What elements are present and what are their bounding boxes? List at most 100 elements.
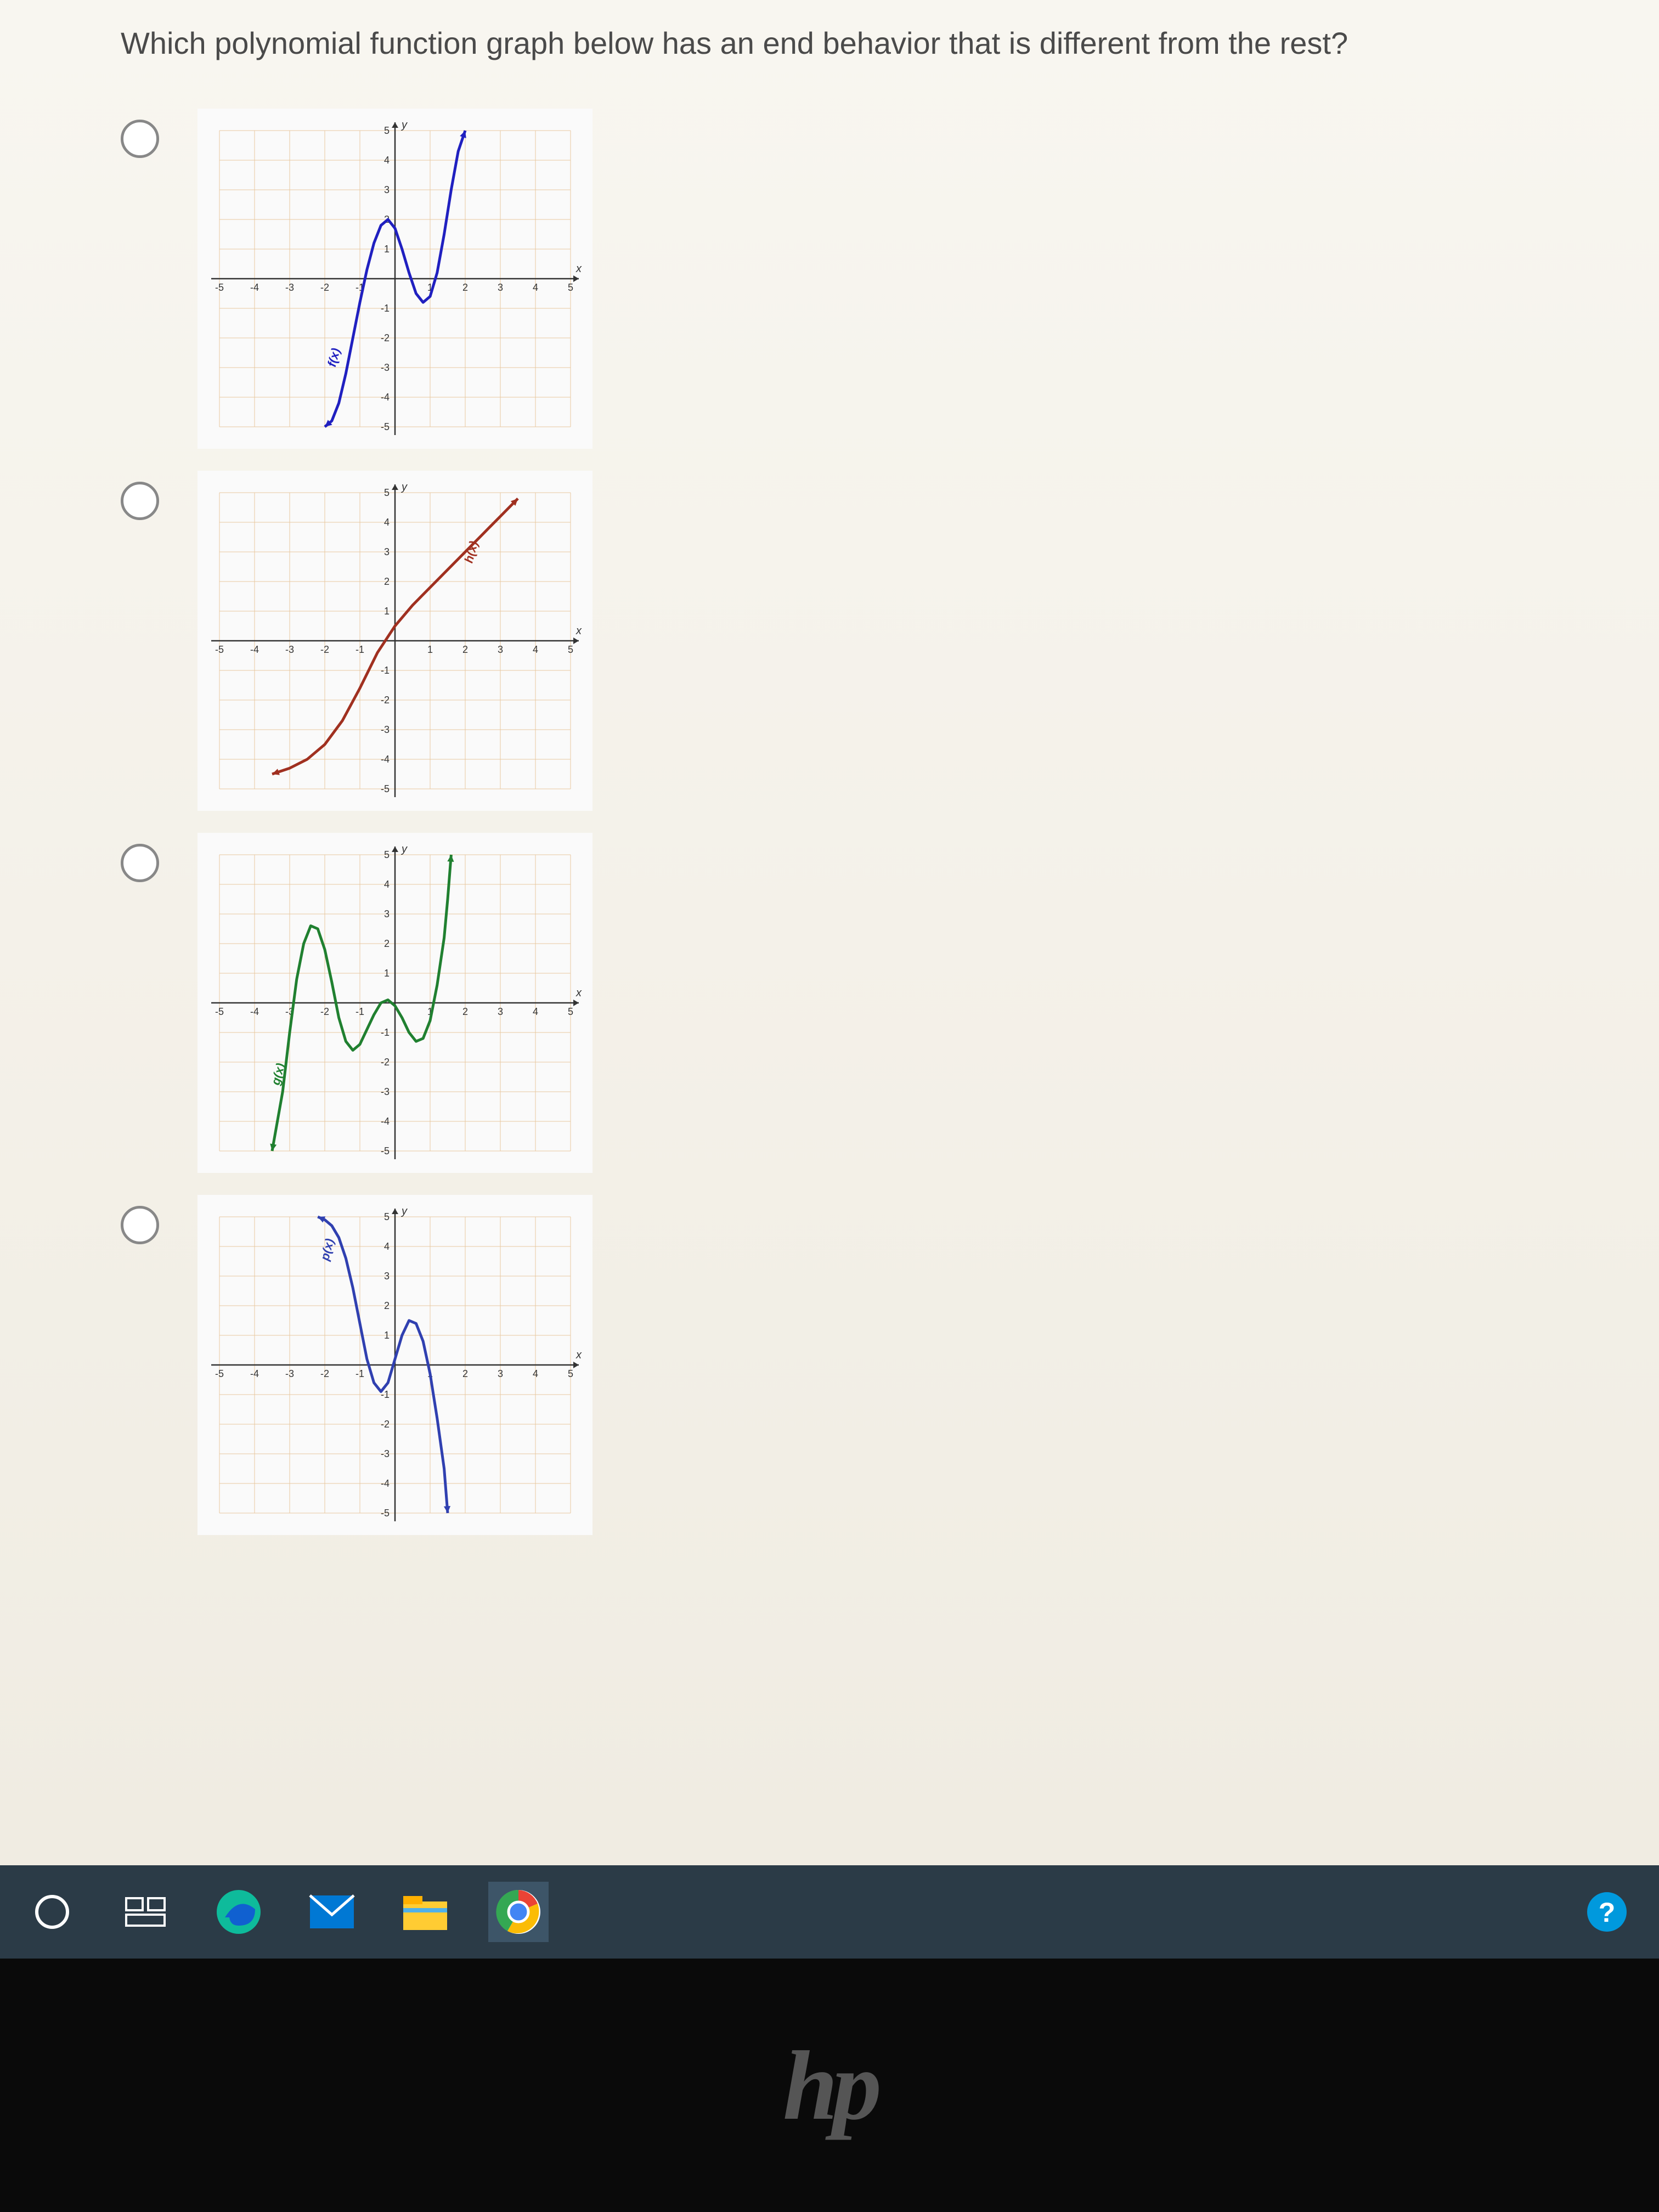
graph-D: -5-4-3-2-112345-5-4-3-2-112345xyp(x) bbox=[198, 1195, 592, 1535]
svg-text:-3: -3 bbox=[285, 282, 294, 293]
option-C: -5-4-3-2-112345-5-4-3-2-112345xyg(x) bbox=[121, 833, 1538, 1173]
svg-text:2: 2 bbox=[384, 576, 390, 587]
svg-text:4: 4 bbox=[533, 644, 538, 655]
edge-icon[interactable] bbox=[208, 1882, 269, 1942]
svg-text:4: 4 bbox=[384, 1241, 390, 1252]
svg-text:-3: -3 bbox=[285, 644, 294, 655]
svg-text:-2: -2 bbox=[381, 695, 390, 706]
svg-text:5: 5 bbox=[384, 125, 390, 136]
svg-text:-4: -4 bbox=[250, 1006, 259, 1017]
radio-B[interactable] bbox=[121, 482, 159, 520]
svg-text:-5: -5 bbox=[381, 1146, 390, 1156]
svg-text:5: 5 bbox=[568, 644, 573, 655]
svg-text:-4: -4 bbox=[381, 754, 390, 765]
svg-text:-4: -4 bbox=[381, 1478, 390, 1489]
question-text: Which polynomial function graph below ha… bbox=[121, 22, 1538, 65]
laptop-bezel: hp bbox=[0, 1959, 1659, 2212]
svg-text:-4: -4 bbox=[250, 282, 259, 293]
svg-text:-1: -1 bbox=[381, 665, 390, 676]
svg-text:3: 3 bbox=[384, 1271, 390, 1282]
hp-logo: hp bbox=[783, 2029, 876, 2142]
radio-C[interactable] bbox=[121, 844, 159, 882]
svg-text:1: 1 bbox=[384, 1330, 390, 1341]
chrome-icon[interactable] bbox=[488, 1882, 549, 1942]
svg-text:-4: -4 bbox=[250, 1368, 259, 1379]
svg-text:5: 5 bbox=[384, 1211, 390, 1222]
svg-text:4: 4 bbox=[384, 155, 390, 166]
svg-text:1: 1 bbox=[384, 968, 390, 979]
explorer-icon[interactable] bbox=[395, 1882, 455, 1942]
svg-text:y: y bbox=[400, 119, 408, 131]
svg-text:5: 5 bbox=[384, 487, 390, 498]
svg-text:-1: -1 bbox=[356, 1368, 364, 1379]
svg-text:1: 1 bbox=[384, 606, 390, 617]
svg-text:-1: -1 bbox=[381, 1027, 390, 1038]
svg-text:5: 5 bbox=[568, 282, 573, 293]
svg-text:4: 4 bbox=[533, 1006, 538, 1017]
svg-text:-5: -5 bbox=[381, 1508, 390, 1519]
svg-text:-2: -2 bbox=[381, 1419, 390, 1430]
svg-text:-4: -4 bbox=[250, 644, 259, 655]
svg-text:x: x bbox=[575, 263, 582, 275]
svg-text:h(x): h(x) bbox=[461, 540, 481, 565]
svg-text:2: 2 bbox=[462, 644, 468, 655]
svg-text:1: 1 bbox=[384, 244, 390, 255]
svg-text:2: 2 bbox=[462, 282, 468, 293]
svg-text:4: 4 bbox=[533, 282, 538, 293]
svg-text:-3: -3 bbox=[381, 362, 390, 373]
svg-text:y: y bbox=[400, 1205, 408, 1217]
options-container: -5-4-3-2-112345-5-4-3-2-112345xyf(x)-5-4… bbox=[121, 109, 1538, 1535]
svg-text:x: x bbox=[575, 987, 582, 999]
svg-text:x: x bbox=[575, 625, 582, 637]
svg-text:2: 2 bbox=[462, 1368, 468, 1379]
svg-text:y: y bbox=[400, 481, 408, 493]
svg-text:-1: -1 bbox=[356, 644, 364, 655]
svg-text:2: 2 bbox=[462, 1006, 468, 1017]
svg-text:-2: -2 bbox=[381, 1057, 390, 1068]
svg-text:-3: -3 bbox=[285, 1368, 294, 1379]
svg-text:3: 3 bbox=[384, 546, 390, 557]
option-A: -5-4-3-2-112345-5-4-3-2-112345xyf(x) bbox=[121, 109, 1538, 449]
svg-text:-2: -2 bbox=[320, 282, 329, 293]
svg-text:1: 1 bbox=[427, 644, 433, 655]
svg-text:4: 4 bbox=[384, 517, 390, 528]
svg-text:x: x bbox=[575, 1349, 582, 1361]
svg-text:-5: -5 bbox=[215, 1368, 224, 1379]
svg-text:3: 3 bbox=[384, 184, 390, 195]
svg-text:-5: -5 bbox=[215, 282, 224, 293]
svg-text:3: 3 bbox=[498, 1006, 503, 1017]
svg-text:-2: -2 bbox=[381, 332, 390, 343]
option-D: -5-4-3-2-112345-5-4-3-2-112345xyp(x) bbox=[121, 1195, 1538, 1535]
svg-text:-4: -4 bbox=[381, 1116, 390, 1127]
svg-text:4: 4 bbox=[533, 1368, 538, 1379]
svg-text:-4: -4 bbox=[381, 392, 390, 403]
svg-text:4: 4 bbox=[384, 879, 390, 890]
graph-B: -5-4-3-2-112345-5-4-3-2-112345xyh(x) bbox=[198, 471, 592, 811]
quiz-screen: Which polynomial function graph below ha… bbox=[0, 0, 1659, 1865]
svg-text:-2: -2 bbox=[320, 1006, 329, 1017]
svg-text:?: ? bbox=[1599, 1897, 1616, 1928]
svg-text:f(x): f(x) bbox=[325, 347, 343, 369]
svg-text:5: 5 bbox=[568, 1006, 573, 1017]
svg-text:p(x): p(x) bbox=[318, 1237, 337, 1262]
svg-text:-3: -3 bbox=[381, 724, 390, 735]
svg-text:-3: -3 bbox=[381, 1448, 390, 1459]
svg-text:-5: -5 bbox=[381, 421, 390, 432]
svg-text:-2: -2 bbox=[320, 1368, 329, 1379]
svg-text:-5: -5 bbox=[381, 783, 390, 794]
graph-C: -5-4-3-2-112345-5-4-3-2-112345xyg(x) bbox=[198, 833, 592, 1173]
svg-text:-5: -5 bbox=[215, 644, 224, 655]
svg-text:-3: -3 bbox=[381, 1086, 390, 1097]
task-view-icon[interactable] bbox=[115, 1882, 176, 1942]
hp-help-icon[interactable]: ? bbox=[1577, 1882, 1637, 1942]
svg-text:2: 2 bbox=[384, 1300, 390, 1311]
svg-text:5: 5 bbox=[384, 849, 390, 860]
radio-A[interactable] bbox=[121, 120, 159, 158]
mail-icon[interactable] bbox=[302, 1882, 362, 1942]
svg-text:2: 2 bbox=[384, 938, 390, 949]
radio-D[interactable] bbox=[121, 1206, 159, 1244]
cortana-icon[interactable] bbox=[22, 1882, 82, 1942]
svg-text:3: 3 bbox=[498, 1368, 503, 1379]
svg-text:3: 3 bbox=[384, 909, 390, 919]
taskbar: ? bbox=[0, 1865, 1659, 1959]
